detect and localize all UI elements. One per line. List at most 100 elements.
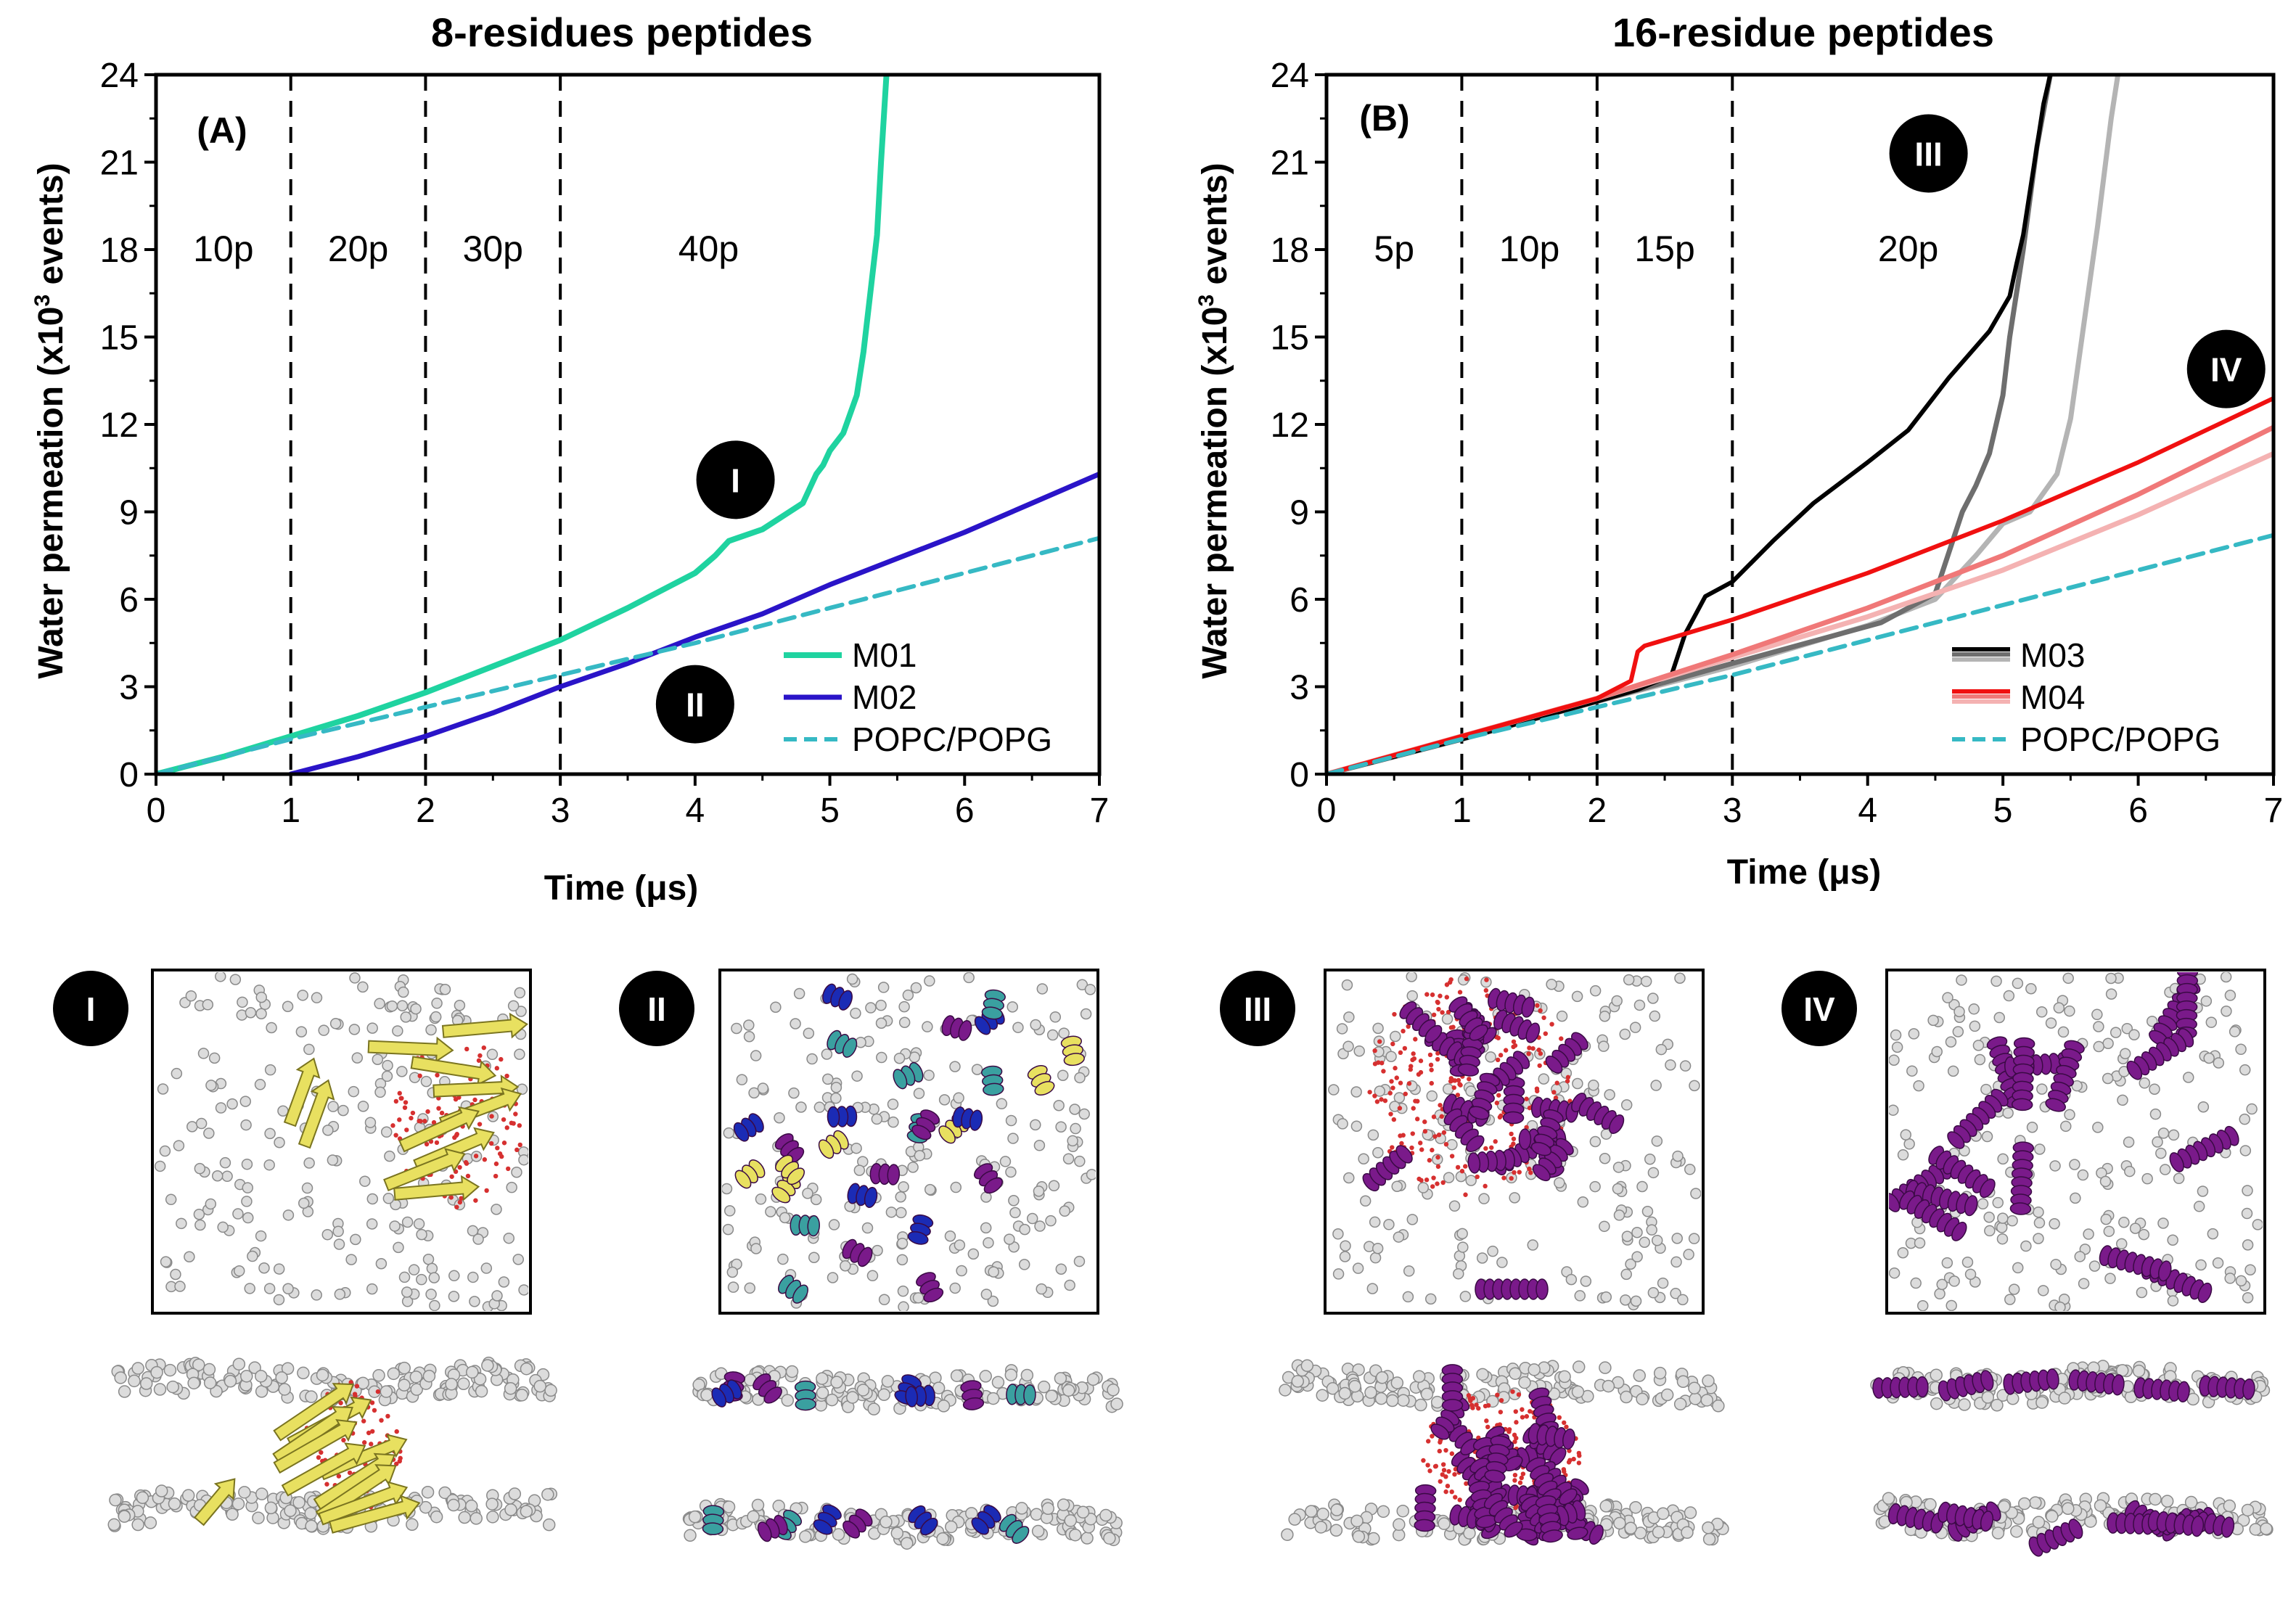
water-molecule [517, 1123, 522, 1128]
lipid-bead [1496, 1257, 1508, 1268]
lipid-bead [157, 1083, 169, 1095]
lipid-bead [1377, 1505, 1390, 1519]
lipid-bead [898, 1181, 909, 1193]
lipid-bead [750, 1243, 762, 1254]
water-molecule [1493, 1139, 1498, 1144]
lipid-bead [159, 1145, 171, 1157]
lipid-bead [1633, 1526, 1647, 1540]
lipid-bead [1599, 1220, 1610, 1233]
water-molecule [1446, 1468, 1451, 1474]
water-molecule [1427, 1468, 1432, 1474]
lipid-bead [410, 1383, 423, 1396]
lipid-bead [1631, 1227, 1643, 1238]
water-molecule [410, 1110, 416, 1116]
lipid-bead [1889, 1054, 1900, 1066]
water-molecule [1527, 1045, 1532, 1051]
water-molecule [1438, 1103, 1443, 1108]
lipid-bead [480, 1262, 493, 1274]
lipid-bead [171, 1067, 183, 1080]
water-molecule [481, 1045, 486, 1051]
helix-turn [974, 1016, 991, 1035]
lipid-bead [1580, 1275, 1592, 1287]
peptide-helix [980, 1065, 1004, 1096]
lipid-bead [2012, 1262, 2024, 1274]
lipid-bead [448, 1291, 460, 1302]
lipid-bead [238, 1486, 251, 1499]
snapshot-iii-top-content [1328, 972, 1701, 1311]
lipid-bead [1006, 1001, 1019, 1013]
lipid-bead [281, 1362, 295, 1376]
water-molecule [1393, 1066, 1398, 1071]
lipid-bead [197, 1048, 210, 1059]
water-molecule [1474, 1402, 1479, 1408]
peptide-helix [1532, 1138, 1574, 1182]
annotation-badge-label: III [1914, 135, 1942, 173]
water-molecule [1565, 1078, 1570, 1084]
lipid-bead [382, 1193, 395, 1204]
series-line-popc-popg [156, 535, 1099, 774]
water-molecule [1411, 1051, 1416, 1056]
lipid-bead [2239, 1064, 2251, 1076]
lipid-bead [1041, 1502, 1055, 1516]
lipid-bead [2104, 1273, 2116, 1284]
lipid-bead [2117, 1094, 2128, 1106]
lipid-bead [2223, 1499, 2236, 1513]
water-molecule [422, 1119, 427, 1124]
lipid-bead [2116, 1238, 2128, 1250]
peptide-helix [757, 1514, 788, 1542]
helix-turn [2046, 1368, 2059, 1390]
lipid-bead [1945, 1036, 1957, 1048]
lipid-bead [447, 1498, 460, 1512]
peptide-helix [734, 1159, 766, 1189]
lipid-bead [827, 1272, 839, 1283]
helix-turn [827, 1106, 840, 1128]
lipid-bead [2244, 1264, 2256, 1275]
lipid-bead [1670, 1256, 1682, 1268]
water-molecule [1387, 1090, 1393, 1096]
helix-turn [887, 1164, 901, 1185]
water-molecule [1388, 1111, 1393, 1117]
lipid-bead [311, 1289, 322, 1301]
lipid-bead [2168, 1129, 2180, 1141]
lipid-bead [924, 975, 935, 987]
water-molecule [369, 1442, 374, 1447]
water-molecule [1418, 1141, 1423, 1146]
water-molecule [390, 1123, 395, 1128]
water-molecule [1436, 1006, 1441, 1012]
x-tick-label: 1 [1452, 792, 1472, 830]
water-molecule [1449, 1489, 1454, 1495]
lipid-bead [774, 1111, 785, 1124]
lipid-bead [481, 1359, 494, 1372]
lipid-bead [2224, 990, 2236, 1001]
peptide-sheet [398, 1106, 480, 1153]
water-molecule [476, 1058, 482, 1063]
sheet-strand [193, 1478, 236, 1526]
lipid-bead [1599, 1500, 1612, 1513]
x-tick-label: 5 [1993, 792, 2013, 830]
helix-turn [971, 1517, 989, 1535]
water-molecule [1435, 1181, 1440, 1186]
lipid-bead [1571, 1385, 1585, 1399]
water-molecule [457, 1164, 462, 1170]
snapshot-ii-side-view [682, 1364, 1123, 1550]
lipid-bead [401, 1216, 414, 1228]
lipid-bead [1554, 1177, 1565, 1188]
lipid-bead [1889, 1104, 1899, 1116]
peptide-helix [1938, 1370, 1994, 1402]
chart-b-phase-label: 20p [1878, 229, 1938, 269]
lipid-bead [357, 981, 369, 993]
lipid-bead [1103, 1532, 1116, 1545]
water-molecule [465, 1173, 471, 1179]
lipid-bead [2053, 1002, 2065, 1014]
helix-turn [938, 1125, 956, 1144]
peptide-helix [1362, 1145, 1413, 1192]
water-molecule [404, 1127, 409, 1133]
lipid-bead [1004, 1233, 1015, 1245]
lipid-bead [491, 1290, 503, 1302]
helix-turn [1395, 1145, 1413, 1164]
lipid-bead [1620, 1390, 1633, 1404]
lipid-bead [1657, 1507, 1670, 1520]
lipid-bead [1712, 1400, 1725, 1413]
water-molecule [341, 1437, 346, 1443]
water-molecule [473, 1154, 479, 1159]
